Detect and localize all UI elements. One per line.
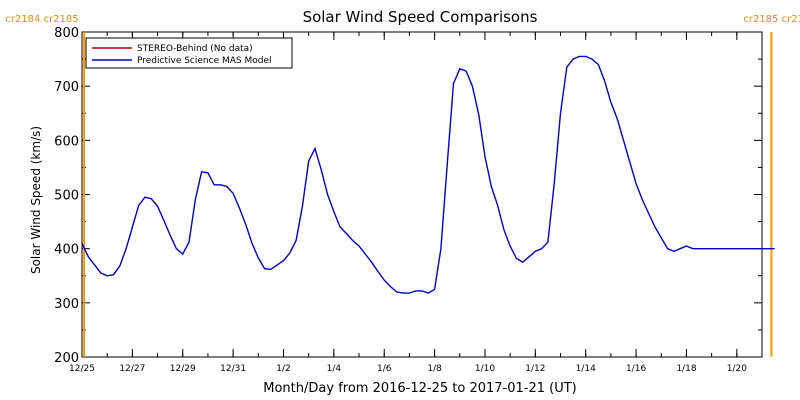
y-tick-label: 200 [54,351,79,366]
x-tick-label: 1/2 [276,364,290,374]
x-tick-label: 1/12 [525,364,545,374]
x-tick-label: 1/6 [377,364,392,374]
carrington-markers: cr2184 cr2185 cr2185 cr2186 [5,14,800,357]
x-tick-label: 12/29 [170,364,196,374]
y-tick-label: 500 [54,189,79,204]
x-tick-label: 1/14 [576,364,596,374]
y-axis-label: Solar Wind Speed (km/s) [29,126,43,274]
x-tick-label: 1/8 [427,364,442,374]
chart-title: Solar Wind Speed Comparisons [303,8,538,26]
series-lines [81,55,775,294]
x-tick-label: 1/20 [727,364,747,374]
x-tick-label: 12/27 [119,364,145,374]
carrington-marker-label: cr2185 cr2186 [743,14,800,25]
x-tick-label: 1/4 [327,364,342,374]
y-tick-label: 600 [54,134,79,149]
y-axis: 200 300 400 500 600 700 800 [54,26,762,366]
x-tick-label: 1/10 [475,364,495,374]
x-tick-label: 12/25 [69,364,95,374]
legend: STEREO-Behind (No data) Predictive Scien… [85,37,293,69]
y-tick-label: 400 [54,243,79,258]
carrington-marker-label: cr2184 cr2185 [5,14,78,25]
y-tick-label: 300 [54,297,79,312]
legend-label-mas-model: Predictive Science MAS Model [137,56,272,66]
legend-label-stereo: STEREO-Behind (No data) [137,44,253,54]
y-tick-label: 800 [54,26,79,41]
x-axis: 12/25 12/27 12/29 12/31 1/2 1/4 1/6 1/8 1/10 1/12… [69,32,763,374]
x-tick-label: 1/18 [676,364,696,374]
legend-box [85,37,293,69]
x-tick-label: 1/16 [626,364,646,374]
series-line-mas-model [81,55,775,294]
x-tick-label: 12/31 [220,364,246,374]
plot-frame [81,31,763,358]
x-axis-label: Month/Day from 2016-12-25 to 2017-01-21 … [263,381,576,396]
y-tick-label: 700 [54,80,79,95]
